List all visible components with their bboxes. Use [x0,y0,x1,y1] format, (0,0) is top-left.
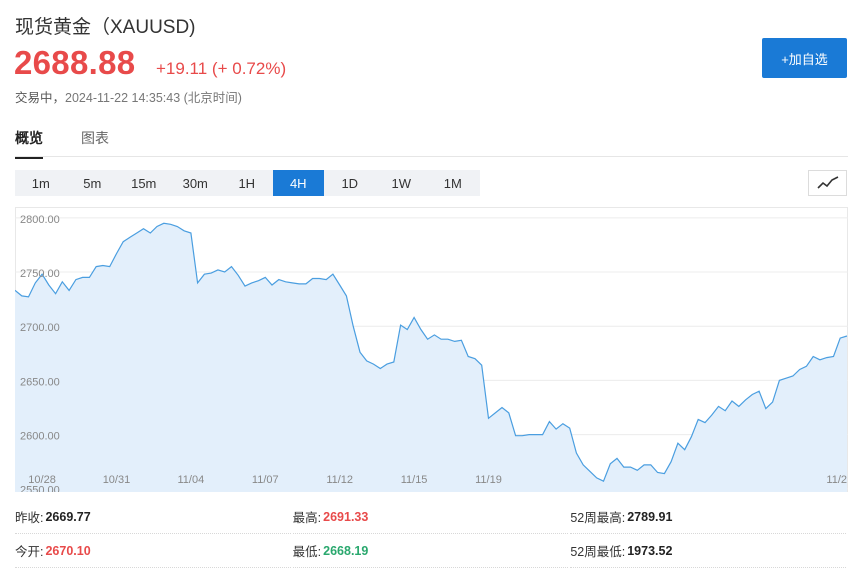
chart-type-button[interactable] [808,170,847,196]
stat-52w-low: 52周最低: 1973.52 [570,534,847,568]
x-tick-label: 11/15 [401,474,428,486]
tab-chart[interactable]: 图表 [81,130,109,146]
tab-divider [15,156,848,157]
stat-open: 今开: 2670.10 [15,534,291,568]
stat-prev-close: 昨收: 2669.77 [15,500,291,534]
x-tick-label: 11/19 [475,474,502,486]
current-price: 2688.88 [14,44,136,81]
stat-value: 1973.52 [627,543,673,558]
interval-1h[interactable]: 1H [238,175,256,191]
y-tick-label: 2650.00 [20,376,60,388]
stat-52w-high: 52周最高: 2789.91 [570,500,847,534]
interval-selector: 1m 5m 15m 30m 1H 4H 1D 1W 1M [15,170,480,196]
interval-1mo[interactable]: 1M [443,175,462,191]
interval-1m[interactable]: 1m [31,175,50,191]
y-tick-label: 2600.00 [20,431,60,443]
interval-1w[interactable]: 1W [391,175,412,191]
stat-value: 2670.10 [45,543,91,558]
stat-label: 昨收: [15,511,44,525]
price-chart-svg: 2800.00 2750.00 2700.00 2650.00 2600.00 2550.… [15,207,848,492]
stat-high: 最高: 2691.33 [292,500,569,534]
trading-status: 交易中， [15,91,66,105]
y-tick-label: 2700.00 [20,322,60,334]
y-tick-label: 2800.00 [20,214,60,226]
stat-label: 52周最低: [570,545,626,559]
price-change: +19.11 (+ 0.72%) [156,59,287,78]
interval-30m[interactable]: 30m [182,175,208,191]
x-tick-label: 10/28 [28,474,56,486]
stats-panel: 昨收: 2669.77 最高: 2691.33 52周最高: 2789.91 今开: 2… [15,500,848,568]
tab-bar: 概览 图表 [15,128,147,159]
stat-value: 2789.91 [627,509,673,524]
x-tick-label: 11/07 [252,474,279,486]
quote-time: 2024-11-22 14:35:43 (北京时间) [65,91,242,105]
interval-1d[interactable]: 1D [341,175,359,191]
stat-label: 最高: [292,511,322,525]
stat-value: 2669.77 [45,509,91,524]
x-tick-label: 11/04 [178,474,205,486]
stat-low: 最低: 2668.19 [292,534,569,568]
stat-value: 2691.33 [323,509,369,524]
stat-label: 今开: [15,545,44,559]
interval-4h[interactable]: 4H [272,170,324,196]
market-status: 交易中，2024-11-22 14:35:43 (北京时间) [15,87,242,106]
x-tick-label: 11/12 [326,474,353,486]
instrument-title: 现货黄金（XAUUSD) [15,17,196,38]
interval-15m[interactable]: 15m [131,175,157,191]
stat-label: 最低: [292,545,322,559]
price-area [15,223,847,492]
stat-value: 2668.19 [323,543,369,558]
stats-row: 今开: 2670.10 最低: 2668.19 52周最低: 1973.52 [15,534,848,568]
stat-label: 52周最高: [570,511,626,525]
price-line [15,222,848,483]
add-to-watchlist-button[interactable]: +加自选 [762,38,847,78]
interval-5m[interactable]: 5m [83,175,102,191]
tab-overview[interactable]: 概览 [15,128,43,159]
price-chart[interactable]: 2800.00 2750.00 2700.00 2650.00 2600.00 2550.… [15,207,848,492]
stats-row: 昨收: 2669.77 最高: 2691.33 52周最高: 2789.91 [15,500,848,534]
x-tick-label: 11/2 [826,474,847,486]
y-tick-label: 2750.00 [20,268,60,280]
x-tick-label: 10/31 [103,474,131,486]
y-tick-label: 2550.00 [20,485,60,492]
line-chart-icon [816,176,838,189]
